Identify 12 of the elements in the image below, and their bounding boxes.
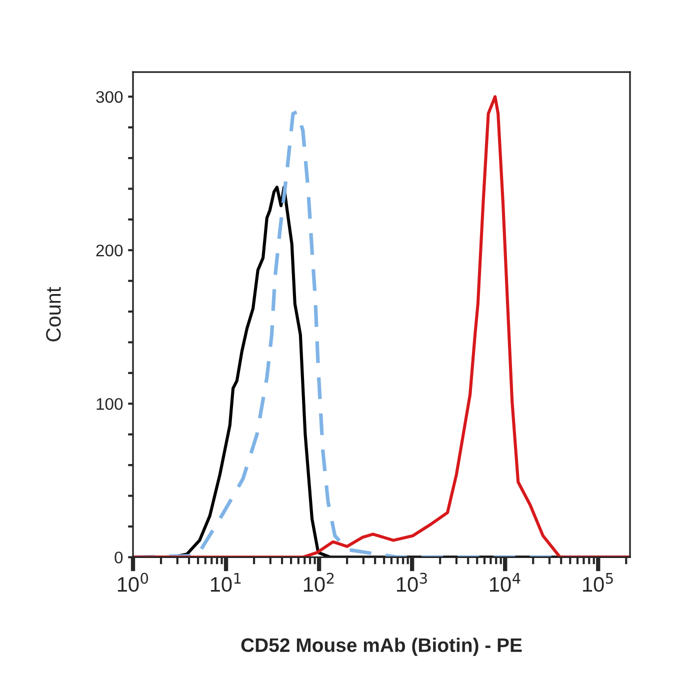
y-tick-label: 200 — [96, 244, 123, 256]
y-axis-title: Count — [46, 287, 61, 342]
x-tick-label: 10$^{5}$ — [583, 572, 613, 592]
x-axis-title: CD52 Mouse mAb (Biotin) - PE — [241, 638, 522, 656]
x-tick-label: 10$^{3}$ — [397, 572, 427, 592]
x-tick-label: 10$^{0}$ — [118, 572, 148, 592]
y-tick-label: 0 — [114, 552, 123, 564]
y-tick-label: 100 — [96, 398, 123, 410]
x-tick-label: 10$^{4}$ — [490, 572, 520, 592]
x-tick-label: 10$^{1}$ — [210, 572, 241, 592]
x-tick-label: 10$^{2}$ — [304, 572, 334, 592]
y-tick-label: 300 — [96, 91, 123, 103]
